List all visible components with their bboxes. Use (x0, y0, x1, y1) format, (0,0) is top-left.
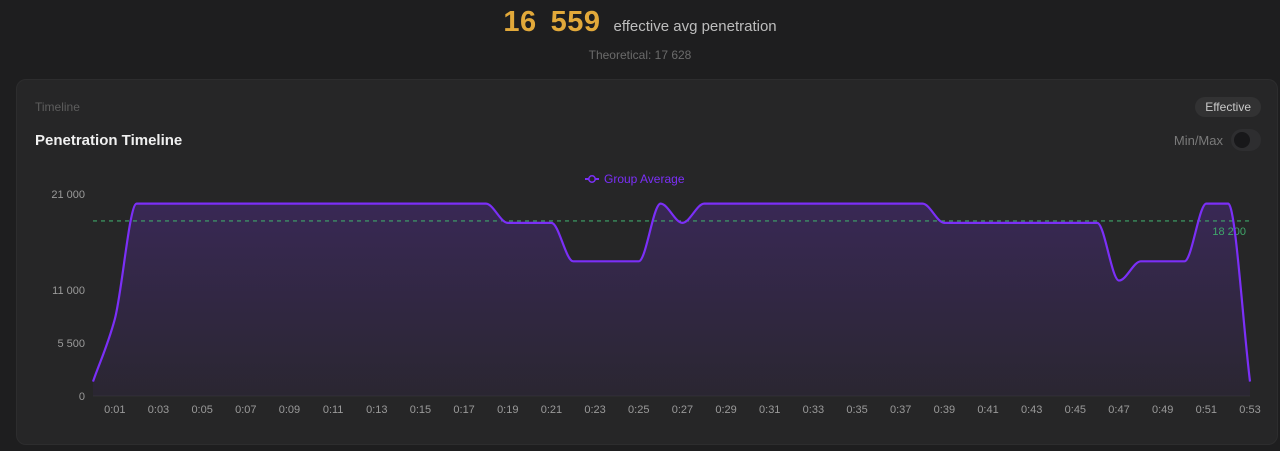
x-tick-label: 0:23 (584, 404, 605, 416)
x-tick-label: 0:25 (628, 404, 649, 416)
x-tick-label: 0:19 (497, 404, 518, 416)
card-title: Penetration Timeline (35, 132, 183, 149)
y-tick-label: 5 500 (57, 338, 85, 350)
x-tick-label: 0:47 (1108, 404, 1129, 416)
minmax-toggle[interactable] (1231, 129, 1261, 151)
legend[interactable]: Group Average (585, 172, 685, 186)
series-area (93, 203, 1250, 396)
x-tick-label: 0:35 (846, 404, 867, 416)
y-tick-label: 11 000 (52, 285, 85, 297)
toggle-knob (1234, 132, 1250, 148)
x-tick-label: 0:51 (1196, 404, 1217, 416)
x-tick-label: 0:03 (148, 404, 169, 416)
x-tick-label: 0:49 (1152, 404, 1173, 416)
theoretical-value: Theoretical: 17 628 (0, 48, 1280, 62)
x-tick-label: 0:07 (235, 404, 256, 416)
x-tick-label: 0:39 (934, 404, 955, 416)
x-axis: 0:01 0:03 0:05 0:07 0:09 0:11 0:13 0:15 0:17 0:19… (104, 404, 1261, 416)
x-tick-label: 0:43 (1021, 404, 1042, 416)
card-kicker: Timeline (35, 100, 80, 114)
y-tick-label: 0 (79, 391, 85, 403)
theoretical-text: Theoretical: 17 628 (588, 48, 692, 62)
x-tick-label: 0:21 (541, 404, 562, 416)
summary-headline: 16 559 effective avg penetration (0, 6, 1280, 39)
x-tick-label: 0:01 (104, 404, 125, 416)
x-tick-label: 0:15 (410, 404, 431, 416)
series-line-group-average (91, 202, 1252, 382)
effective-avg-value-units: 559 (550, 6, 601, 38)
x-tick-label: 0:27 (672, 404, 693, 416)
x-tick-label: 0:53 (1239, 404, 1260, 416)
x-tick-label: 0:09 (279, 404, 300, 416)
x-tick-label: 0:29 (715, 404, 736, 416)
x-tick-label: 0:37 (890, 404, 911, 416)
reference-line-label: 18 200 (1212, 226, 1246, 238)
x-tick-label: 0:45 (1065, 404, 1086, 416)
x-tick-label: 0:33 (803, 404, 824, 416)
legend-label: Group Average (604, 172, 685, 186)
x-tick-label: 0:31 (759, 404, 780, 416)
x-tick-label: 0:05 (191, 404, 212, 416)
x-tick-label: 0:13 (366, 404, 387, 416)
y-tick-label: 21 000 (51, 189, 85, 201)
x-tick-label: 0:41 (977, 404, 998, 416)
minmax-toggle-label: Min/Max (1173, 133, 1223, 148)
y-axis: 0 5 500 11 000 21 000 (51, 189, 85, 403)
effective-avg-value-thousands: 16 (503, 6, 537, 38)
x-tick-label: 0:17 (453, 404, 474, 416)
legend-marker-icon (588, 175, 596, 183)
x-tick-label: 0:11 (323, 404, 344, 416)
effective-avg-caption: effective avg penetration (613, 18, 777, 35)
effective-mode-badge[interactable]: Effective (1195, 97, 1261, 117)
